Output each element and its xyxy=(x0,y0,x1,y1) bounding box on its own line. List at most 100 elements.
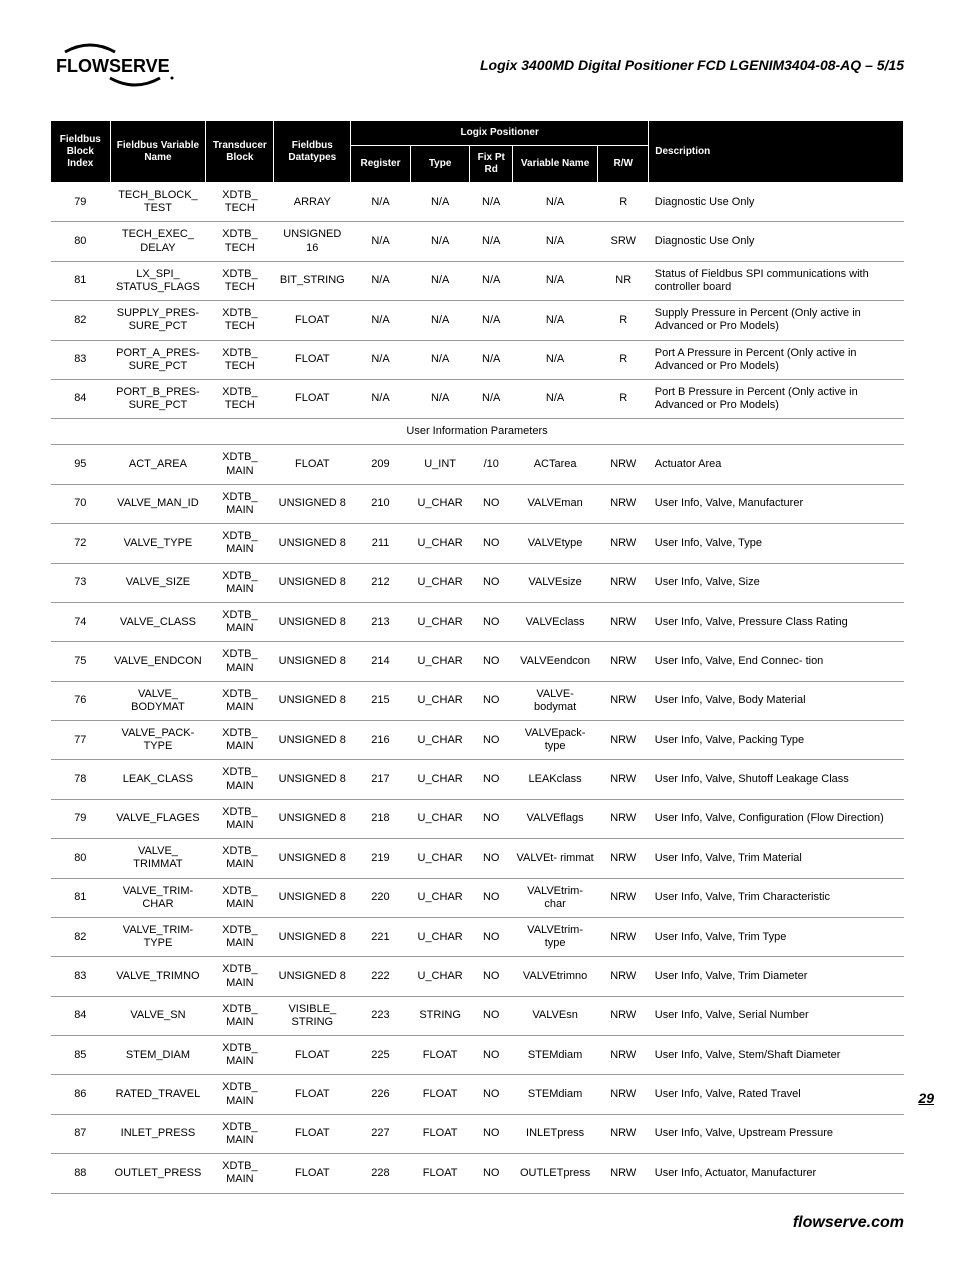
table-row: 81VALVE_TRIM- CHARXDTB_ MAINUNSIGNED 822… xyxy=(51,878,904,917)
cell-idx: 70 xyxy=(51,484,111,523)
cell-idx: 82 xyxy=(51,301,111,340)
cell-block: XDTB_ MAIN xyxy=(206,1154,274,1193)
cell-block: XDTB_ MAIN xyxy=(206,484,274,523)
cell-desc: Diagnostic Use Only xyxy=(649,222,904,261)
cell-reg: 211 xyxy=(351,524,411,563)
table-row: 84PORT_B_PRES- SURE_PCTXDTB_ TECHFLOATN/… xyxy=(51,379,904,418)
cell-block: XDTB_ MAIN xyxy=(206,445,274,484)
cell-varname: VALVE_ TRIMMAT xyxy=(110,839,206,878)
cell-type: U_CHAR xyxy=(410,563,470,602)
cell-fix: NO xyxy=(470,484,513,523)
cell-dtype: UNSIGNED 16 xyxy=(274,222,351,261)
cell-idx: 76 xyxy=(51,681,111,720)
cell-rw: NRW xyxy=(598,839,649,878)
table-row: 79VALVE_FLAGESXDTB_ MAINUNSIGNED 8218U_C… xyxy=(51,799,904,838)
cell-type: FLOAT xyxy=(410,1036,470,1075)
cell-block: XDTB_ TECH xyxy=(206,183,274,222)
cell-varname: SUPPLY_PRES- SURE_PCT xyxy=(110,301,206,340)
cell-vname: VALVEpack- type xyxy=(512,721,597,760)
cell-vname: VALVEflags xyxy=(512,799,597,838)
table-row: 82SUPPLY_PRES- SURE_PCTXDTB_ TECHFLOATN/… xyxy=(51,301,904,340)
table-row: 72VALVE_TYPEXDTB_ MAINUNSIGNED 8211U_CHA… xyxy=(51,524,904,563)
cell-vname: N/A xyxy=(512,261,597,300)
col-header: Description xyxy=(649,121,904,183)
cell-varname: OUTLET_PRESS xyxy=(110,1154,206,1193)
cell-reg: 215 xyxy=(351,681,411,720)
cell-dtype: UNSIGNED 8 xyxy=(274,602,351,641)
cell-reg: 209 xyxy=(351,445,411,484)
cell-vname: VALVEsn xyxy=(512,996,597,1035)
cell-reg: N/A xyxy=(351,340,411,379)
cell-block: XDTB_ MAIN xyxy=(206,917,274,956)
cell-varname: VALVE_SIZE xyxy=(110,563,206,602)
cell-rw: R xyxy=(598,183,649,222)
cell-desc: User Info, Valve, Serial Number xyxy=(649,996,904,1035)
cell-reg: 217 xyxy=(351,760,411,799)
cell-rw: NRW xyxy=(598,996,649,1035)
cell-dtype: UNSIGNED 8 xyxy=(274,839,351,878)
cell-varname: VALVE_TYPE xyxy=(110,524,206,563)
cell-block: XDTB_ TECH xyxy=(206,379,274,418)
cell-type: STRING xyxy=(410,996,470,1035)
cell-vname: ACTarea xyxy=(512,445,597,484)
cell-rw: NRW xyxy=(598,917,649,956)
cell-idx: 79 xyxy=(51,799,111,838)
table-row: 88OUTLET_PRESSXDTB_ MAINFLOAT228FLOATNOO… xyxy=(51,1154,904,1193)
cell-desc: Actuator Area xyxy=(649,445,904,484)
cell-block: XDTB_ MAIN xyxy=(206,957,274,996)
table-row: 76VALVE_ BODYMATXDTB_ MAINUNSIGNED 8215U… xyxy=(51,681,904,720)
cell-dtype: UNSIGNED 8 xyxy=(274,642,351,681)
cell-fix: N/A xyxy=(470,379,513,418)
cell-block: XDTB_ TECH xyxy=(206,222,274,261)
cell-rw: NRW xyxy=(598,642,649,681)
col-header: R/W xyxy=(598,146,649,183)
col-header: Fix Pt Rd xyxy=(470,146,513,183)
cell-reg: 225 xyxy=(351,1036,411,1075)
cell-vname: VALVEman xyxy=(512,484,597,523)
col-header: Fieldbus Variable Name xyxy=(110,121,206,183)
cell-vname: VALVEtrimno xyxy=(512,957,597,996)
cell-vname: VALVEendcon xyxy=(512,642,597,681)
table-row: 75VALVE_ENDCONXDTB_ MAINUNSIGNED 8214U_C… xyxy=(51,642,904,681)
cell-reg: N/A xyxy=(351,301,411,340)
cell-dtype: FLOAT xyxy=(274,1154,351,1193)
cell-idx: 84 xyxy=(51,379,111,418)
footer-url: flowserve.com xyxy=(793,1214,904,1232)
table-row: 74VALVE_CLASSXDTB_ MAINUNSIGNED 8213U_CH… xyxy=(51,602,904,641)
cell-idx: 87 xyxy=(51,1114,111,1153)
cell-fix: NO xyxy=(470,563,513,602)
cell-reg: N/A xyxy=(351,261,411,300)
cell-dtype: UNSIGNED 8 xyxy=(274,721,351,760)
page-number: 29 xyxy=(918,1090,934,1106)
cell-desc: User Info, Valve, Packing Type xyxy=(649,721,904,760)
cell-fix: NO xyxy=(470,642,513,681)
cell-vname: VALVEclass xyxy=(512,602,597,641)
cell-idx: 85 xyxy=(51,1036,111,1075)
section-row: User Information Parameters xyxy=(51,419,904,445)
cell-desc: User Info, Valve, Type xyxy=(649,524,904,563)
cell-type: U_CHAR xyxy=(410,957,470,996)
cell-reg: 222 xyxy=(351,957,411,996)
cell-reg: 226 xyxy=(351,1075,411,1114)
cell-rw: R xyxy=(598,379,649,418)
cell-reg: N/A xyxy=(351,183,411,222)
cell-type: U_CHAR xyxy=(410,878,470,917)
cell-vname: INLETpress xyxy=(512,1114,597,1153)
table-row: 82VALVE_TRIM- TYPEXDTB_ MAINUNSIGNED 822… xyxy=(51,917,904,956)
cell-block: XDTB_ MAIN xyxy=(206,878,274,917)
cell-vname: STEMdiam xyxy=(512,1075,597,1114)
page-header: FLOWSERVE Logix 3400MD Digital Positione… xyxy=(50,40,904,90)
col-header: Fieldbus Datatypes xyxy=(274,121,351,183)
cell-vname: VALVEsize xyxy=(512,563,597,602)
cell-idx: 83 xyxy=(51,340,111,379)
cell-desc: Supply Pressure in Percent (Only active … xyxy=(649,301,904,340)
cell-varname: VALVE_TRIM- TYPE xyxy=(110,917,206,956)
table-row: 77VALVE_PACK- TYPEXDTB_ MAINUNSIGNED 821… xyxy=(51,721,904,760)
cell-fix: NO xyxy=(470,602,513,641)
cell-block: XDTB_ MAIN xyxy=(206,524,274,563)
cell-vname: N/A xyxy=(512,379,597,418)
cell-fix: N/A xyxy=(470,301,513,340)
cell-rw: NRW xyxy=(598,681,649,720)
cell-desc: User Info, Valve, Pressure Class Rating xyxy=(649,602,904,641)
cell-block: XDTB_ TECH xyxy=(206,340,274,379)
